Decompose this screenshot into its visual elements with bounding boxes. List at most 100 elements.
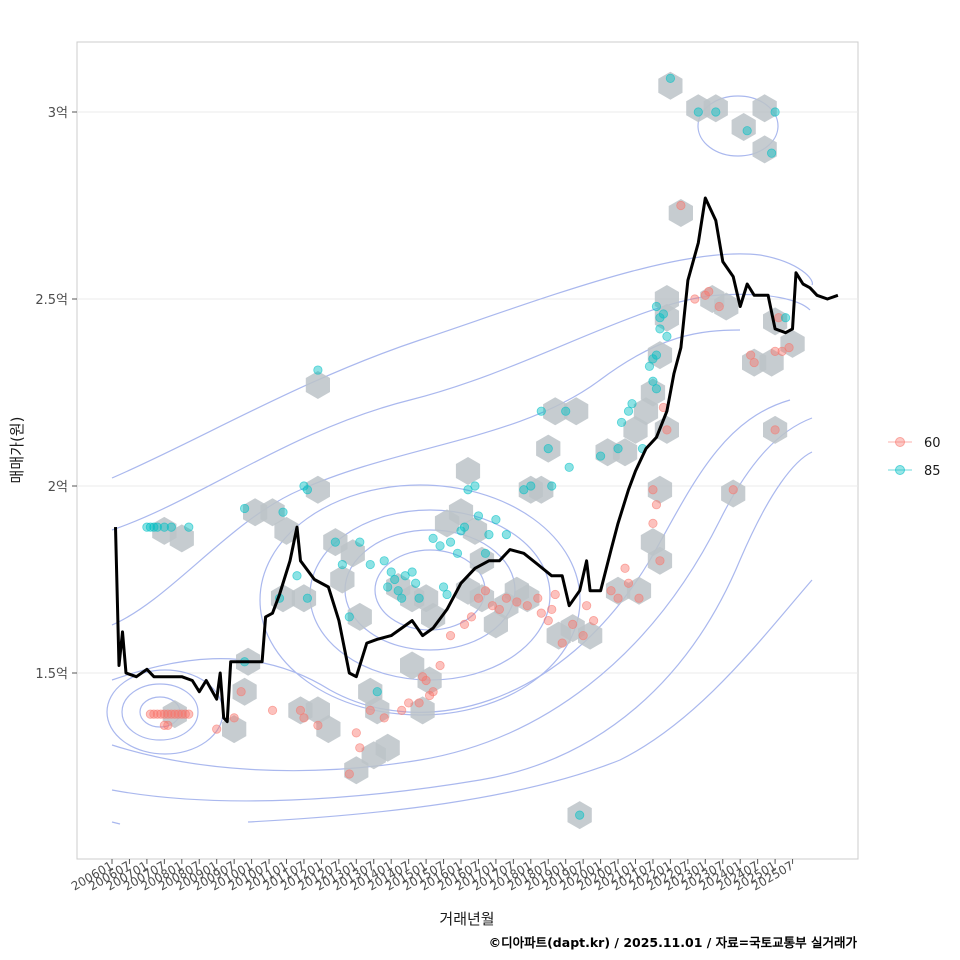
scatter-point-60 (655, 556, 665, 566)
scatter-point-60 (313, 720, 323, 730)
scatter-point-85 (623, 406, 634, 416)
scatter-point-60 (648, 485, 658, 495)
hexbin (462, 516, 488, 545)
scatter-point-85 (543, 443, 553, 454)
scatter-point-85 (452, 548, 463, 558)
scatter-point-60 (501, 593, 511, 603)
scatter-point-60 (428, 687, 438, 697)
scatter-point-60 (149, 709, 159, 719)
scatter-point-60 (152, 709, 162, 719)
hexbin (316, 715, 341, 744)
scatter-point-85 (561, 406, 571, 416)
scatter-point-60 (714, 301, 724, 312)
contour-line (111, 399, 791, 713)
scatter-point-85 (240, 503, 250, 514)
scatter-point-60 (634, 593, 644, 603)
hexbin (578, 621, 603, 650)
hexbin (375, 733, 400, 762)
scatter-point-85 (658, 309, 669, 319)
scatter-point-60 (550, 589, 560, 600)
hexbin (274, 516, 299, 545)
scatter-point-85 (613, 443, 623, 454)
hexbin (567, 801, 592, 830)
scatter-point-60 (704, 286, 714, 297)
scatter-point-60 (533, 593, 543, 603)
scatter-point-60 (606, 586, 616, 596)
scatter-point-85 (648, 354, 658, 364)
scatter-point-85 (711, 107, 721, 117)
scatter-point-60 (212, 724, 222, 734)
scatter-point-60 (522, 601, 532, 611)
scatter-point-85 (742, 126, 752, 136)
contour-line (111, 253, 813, 479)
scatter-point-85 (780, 313, 791, 323)
scatter-point-85 (627, 399, 637, 409)
scatter-point-60 (536, 608, 546, 618)
scatter-point-60 (466, 612, 477, 622)
scatter-point-85 (491, 515, 501, 525)
scatter-point-85 (519, 485, 529, 495)
scatter-point-60 (267, 705, 278, 716)
scatter-point-60 (582, 601, 592, 611)
scatter-point-60 (414, 698, 424, 708)
scatter-point-85 (665, 73, 676, 83)
scatter-point-60 (351, 728, 361, 738)
scatter-point-60 (700, 290, 710, 300)
scatter-point-60 (623, 578, 634, 588)
scatter-point-60 (159, 720, 169, 730)
contour-line (111, 451, 813, 802)
scatter-point-60 (728, 485, 738, 495)
hexbin (543, 397, 568, 426)
scatter-point-85 (662, 331, 672, 341)
scatter-point-85 (302, 593, 313, 603)
scatter-point-85 (145, 522, 155, 532)
scatter-point-85 (442, 589, 452, 600)
scatter-point-85 (355, 537, 365, 547)
scatter-point-85 (411, 578, 421, 588)
hexbin (305, 696, 330, 725)
scatter-point-60 (620, 563, 630, 573)
scatter-point-60 (487, 601, 498, 611)
y-tick-label: 1.5억 (35, 667, 68, 682)
scatter-point-60 (299, 713, 309, 723)
scatter-point-60 (424, 690, 435, 701)
hexbin (305, 371, 330, 399)
scatter-point-60 (355, 743, 365, 753)
hexbin (421, 602, 446, 631)
hexbin (647, 341, 673, 370)
scatter-point-60 (480, 586, 491, 596)
scatter-point-85 (166, 522, 176, 532)
hexbin (752, 94, 777, 123)
scatter-point-85 (655, 313, 665, 323)
scatter-point-85 (302, 485, 313, 495)
scatter-point-85 (651, 301, 662, 312)
scatter-point-85 (414, 593, 424, 603)
scatter-point-85 (456, 526, 466, 536)
trend-line (114, 196, 839, 724)
hexbin (529, 475, 554, 504)
hexbin (347, 602, 372, 631)
hexbin (260, 498, 285, 527)
scatter-point-85 (299, 481, 309, 491)
scatter-point-60 (648, 518, 658, 529)
scatter-point-60 (145, 709, 155, 719)
scatter-point-60 (613, 593, 623, 603)
scatter-point-85 (463, 485, 473, 495)
scatter-point-60 (512, 597, 522, 607)
hexbin (291, 584, 317, 613)
scatter-point-60 (344, 769, 354, 779)
scatter-point-85 (407, 567, 417, 577)
hexbin (658, 71, 683, 100)
scatter-point-85 (397, 593, 407, 603)
hexbin (714, 292, 739, 321)
scatter-point-85 (473, 511, 484, 521)
hexbin (232, 677, 257, 706)
scatter-point-85 (438, 582, 449, 592)
scatter-point-60 (236, 687, 246, 697)
scatter-point-85 (313, 365, 323, 375)
contour-line (111, 417, 813, 772)
scatter-point-85 (292, 571, 302, 581)
scatter-point-85 (564, 462, 574, 472)
contour-line (111, 293, 811, 531)
